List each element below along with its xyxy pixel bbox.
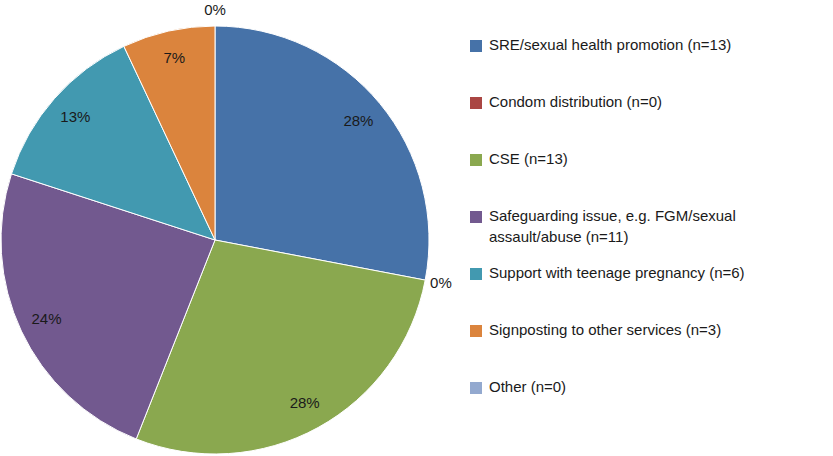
data-label: 7% (164, 49, 186, 66)
legend-line: Safeguarding issue, e.g. FGM/sexual (489, 207, 736, 224)
legend-line: SRE/sexual health promotion (n=13) (489, 36, 731, 53)
legend-line: CSE (n=13) (489, 150, 568, 167)
chart: 28% 0% 28% 24% 13% 7% 0% SRE/sexual health prom… (0, 0, 833, 456)
pie-slice (124, 26, 215, 240)
legend-swatch (470, 40, 482, 52)
legend-line: Support with teenage pregnancy (n=6) (489, 264, 745, 281)
legend-label: Signposting to other services (n=3) (489, 321, 721, 338)
data-label: 0% (204, 1, 226, 18)
legend-label: Safeguarding issue, e.g. FGM/sexual assau… (489, 207, 736, 245)
data-label: 0% (430, 274, 452, 291)
legend-label: Condom distribution (n=0) (489, 93, 662, 110)
legend-label: Other (n=0) (489, 378, 566, 395)
pie-slice (215, 26, 429, 280)
data-label: 24% (32, 310, 62, 327)
legend-label: CSE (n=13) (489, 150, 568, 167)
data-label: 28% (343, 112, 373, 129)
legend-line: Other (n=0) (489, 378, 566, 395)
legend-swatch (470, 325, 482, 337)
legend-label: Support with teenage pregnancy (n=6) (489, 264, 745, 281)
legend: SRE/sexual health promotion (n=13) Condom… (470, 36, 745, 395)
legend-swatch (470, 211, 482, 223)
legend-swatch (470, 382, 482, 394)
legend-swatch (470, 97, 482, 109)
pie-slice (215, 26, 216, 240)
data-label: 13% (60, 108, 90, 125)
legend-swatch (470, 154, 482, 166)
legend-line: assault/abuse (n=11) (489, 228, 628, 245)
data-labels: 28% 0% 28% 24% 13% 7% 0% (32, 1, 452, 411)
legend-label: SRE/sexual health promotion (n=13) (489, 36, 731, 53)
legend-line: Signposting to other services (n=3) (489, 321, 721, 338)
legend-swatch (470, 268, 482, 280)
legend-line: Condom distribution (n=0) (489, 93, 662, 110)
slices (1, 26, 429, 454)
data-label: 28% (290, 394, 320, 411)
